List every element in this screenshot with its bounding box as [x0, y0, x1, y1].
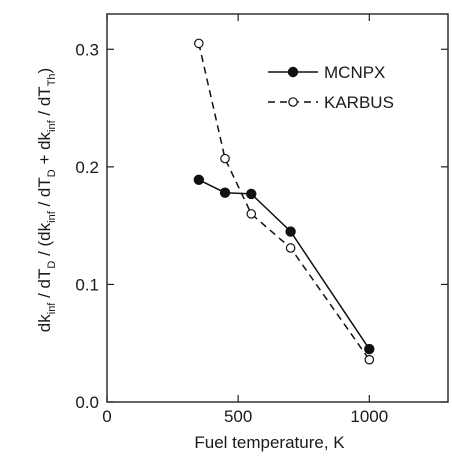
y-tick-label: 0.0 [75, 393, 99, 412]
data-point-mcnpx [246, 188, 257, 200]
data-point-mcnpx [193, 174, 205, 185]
y-axis-title: dkinf / dTD / (dkinf / dTD + dkinf / dTT… [35, 68, 58, 332]
data-point-karbus [194, 38, 204, 49]
series-group [193, 38, 375, 365]
y-tick-label: 0.2 [75, 158, 99, 177]
data-point-mcnpx [285, 226, 296, 237]
plot-frame [106, 13, 449, 403]
plot-area [106, 13, 449, 403]
legend-marker-karbus [288, 97, 298, 107]
y-tick-label: 0.1 [75, 275, 99, 294]
axes: 0 500 1000 0.0 0.1 0.2 0.3 [75, 14, 448, 426]
data-point-karbus [285, 243, 296, 253]
x-tick-label: 0 [102, 407, 111, 426]
y-tick-label: 0.3 [75, 40, 99, 59]
legend: MCNPX KARBUS [268, 63, 394, 112]
data-point-karbus [364, 354, 375, 365]
series-line-mcnpx [198, 179, 370, 350]
x-axis-title: Fuel temperature, K [194, 433, 345, 452]
series-line-karbus [198, 43, 370, 361]
data-point-mcnpx [364, 343, 375, 355]
data-point-mcnpx [219, 187, 231, 198]
legend-marker-mcnpx [287, 66, 299, 78]
legend-label-mcnpx: MCNPX [324, 63, 385, 82]
x-tick-label: 500 [224, 407, 252, 426]
x-tick-label: 1000 [350, 407, 388, 426]
data-point-karbus [220, 153, 230, 164]
data-point-karbus [246, 209, 257, 219]
axis-titles: Fuel temperature, K dkinf / dTD / (dkinf … [35, 68, 345, 452]
legend-label-karbus: KARBUS [324, 93, 394, 112]
